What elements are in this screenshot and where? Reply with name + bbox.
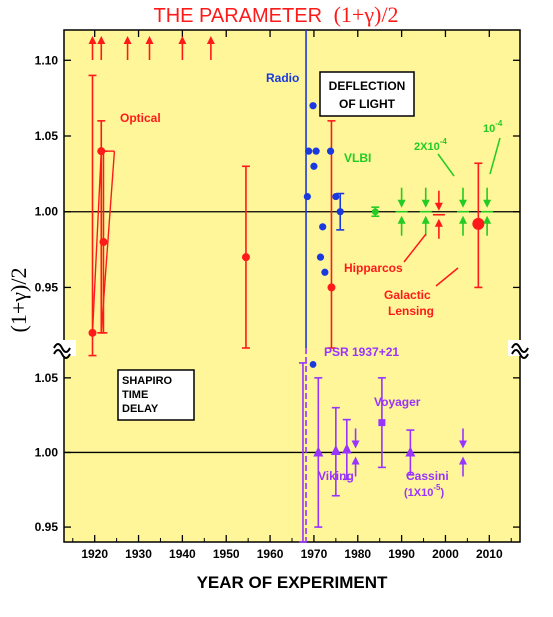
axis-ticks: 1920 1930 1940 1950 1960 1970 1980 1990 2000 2010…: [35, 30, 520, 561]
vlbi-bound-arrows-head: [483, 199, 492, 208]
radio-point: [310, 162, 318, 170]
note-2e-4-arrow: [437, 153, 455, 177]
radio-point: [303, 192, 311, 201]
cassini-label: Cassini: [406, 469, 449, 483]
optical-label: Optical: [120, 111, 161, 125]
lensing-point: [472, 217, 485, 230]
radio-label: Radio: [266, 71, 299, 85]
vlbi-bound-arrows-head: [459, 215, 467, 224]
data-marks: [88, 30, 494, 543]
radio-point: [305, 147, 313, 155]
delay-bound-arrow-head: [351, 440, 360, 449]
vlbi-bound-arrows-head: [483, 215, 492, 224]
cassini-note: (1X10-5): [404, 483, 444, 499]
note-1e-4-arrow: [489, 137, 501, 175]
hipparcos-pointer: [403, 233, 427, 263]
x-tick-label: 1930: [125, 547, 152, 561]
lensing-label-line1: Galactic: [384, 288, 431, 302]
chart-title: THE PARAMETER (1+γ)/2: [153, 2, 398, 27]
vlbi-point: [371, 208, 379, 216]
delay-point: [341, 443, 352, 454]
delay-bound-arrow-head: [459, 456, 467, 465]
deflection-label-line1: DEFLECTION: [329, 79, 406, 93]
note-2e-4: 2X10-4: [414, 137, 447, 153]
vlbi-bound-arrows-head: [459, 199, 467, 208]
vlbi-bound-arrows-head: [421, 199, 430, 208]
psr-point: [378, 419, 386, 427]
shapiro-label-box: SHAPIRO TIME DELAY: [117, 369, 195, 421]
upper-y-tick-label: 0.95: [35, 280, 59, 294]
shapiro-label-line1: SHAPIRO: [122, 375, 173, 387]
lower-y-tick-label: 0.95: [35, 520, 59, 534]
optical-point: [327, 283, 336, 292]
delay-bound-arrow-head: [351, 456, 360, 465]
delay-point: [330, 444, 341, 455]
hipparcos-arrow-head: [434, 218, 443, 227]
radio-point: [319, 223, 327, 231]
delay-bound-arrow-head: [459, 440, 467, 449]
hipparcos-arrow-head: [434, 202, 443, 211]
optical-lower-limit-arrow-head: [88, 36, 97, 44]
note-1e-4: 10-4: [483, 119, 503, 135]
lensing-label-line2: Lensing: [388, 304, 434, 318]
x-axis-label: YEAR OF EXPERIMENT: [197, 573, 388, 592]
vlbi-bound-arrows-head: [397, 215, 406, 224]
radio-point: [332, 192, 340, 201]
radio-point: [321, 268, 329, 276]
x-tick-label: 2010: [476, 547, 503, 561]
x-tick-label: 1950: [213, 547, 240, 561]
voyager-label: Voyager: [374, 395, 421, 409]
x-tick-label: 1970: [301, 547, 328, 561]
viking-label: Viking: [318, 469, 354, 483]
deflection-label-box: DEFLECTION OF LIGHT: [319, 71, 415, 117]
radio-point: [312, 147, 320, 155]
optical-point: [241, 253, 250, 262]
radio-point: [316, 253, 325, 261]
axis-break-right: [508, 340, 534, 359]
radio-point: [336, 208, 344, 216]
optical-lower-limit-arrow-head: [145, 36, 154, 44]
optical-lower-limit-arrow-head: [97, 36, 106, 44]
radio-point-lowpanel: [309, 361, 317, 368]
x-tick-label: 2000: [432, 547, 459, 561]
x-tick-label: 1920: [81, 547, 108, 561]
optical-leader: [100, 151, 116, 333]
deflection-label-line2: OF LIGHT: [339, 97, 396, 111]
upper-y-tick-label: 1.00: [35, 205, 59, 219]
psr-label: PSR 1937+21: [324, 345, 399, 359]
optical-point: [99, 238, 108, 246]
x-tick-label: 1940: [169, 547, 196, 561]
optical-lower-limit-arrow-head: [206, 36, 215, 44]
upper-y-tick-label: 1.05: [35, 129, 59, 143]
optical-lower-limit-arrow-head: [123, 36, 132, 44]
optical-lower-limit-arrow-head: [178, 36, 187, 44]
axis-break-left: [52, 340, 76, 359]
lower-y-tick-label: 1.00: [35, 445, 59, 459]
optical-leader: [91, 151, 102, 333]
delay-point: [405, 446, 416, 457]
lensing-pointer: [435, 267, 459, 287]
lower-y-tick-label: 1.05: [35, 371, 59, 385]
plot-area: [63, 29, 521, 543]
hipparcos-label: Hipparcos: [344, 261, 403, 275]
shapiro-label-line2: TIME: [122, 389, 148, 401]
x-tick-label: 1990: [388, 547, 415, 561]
x-tick-label: 1980: [344, 547, 371, 561]
vlbi-bound-arrows-head: [421, 215, 430, 224]
upper-y-tick-label: 1.10: [35, 53, 59, 67]
radio-point: [326, 147, 335, 155]
reference-lines: [64, 211, 520, 454]
radio-point: [309, 102, 317, 110]
y-axis-label: (1+γ)/2: [6, 268, 31, 333]
vlbi-label: VLBI: [344, 151, 371, 165]
vlbi-bound-arrows-head: [397, 199, 406, 208]
shapiro-label-line3: DELAY: [122, 403, 159, 415]
delay-point: [313, 446, 324, 457]
x-tick-label: 1960: [257, 547, 284, 561]
